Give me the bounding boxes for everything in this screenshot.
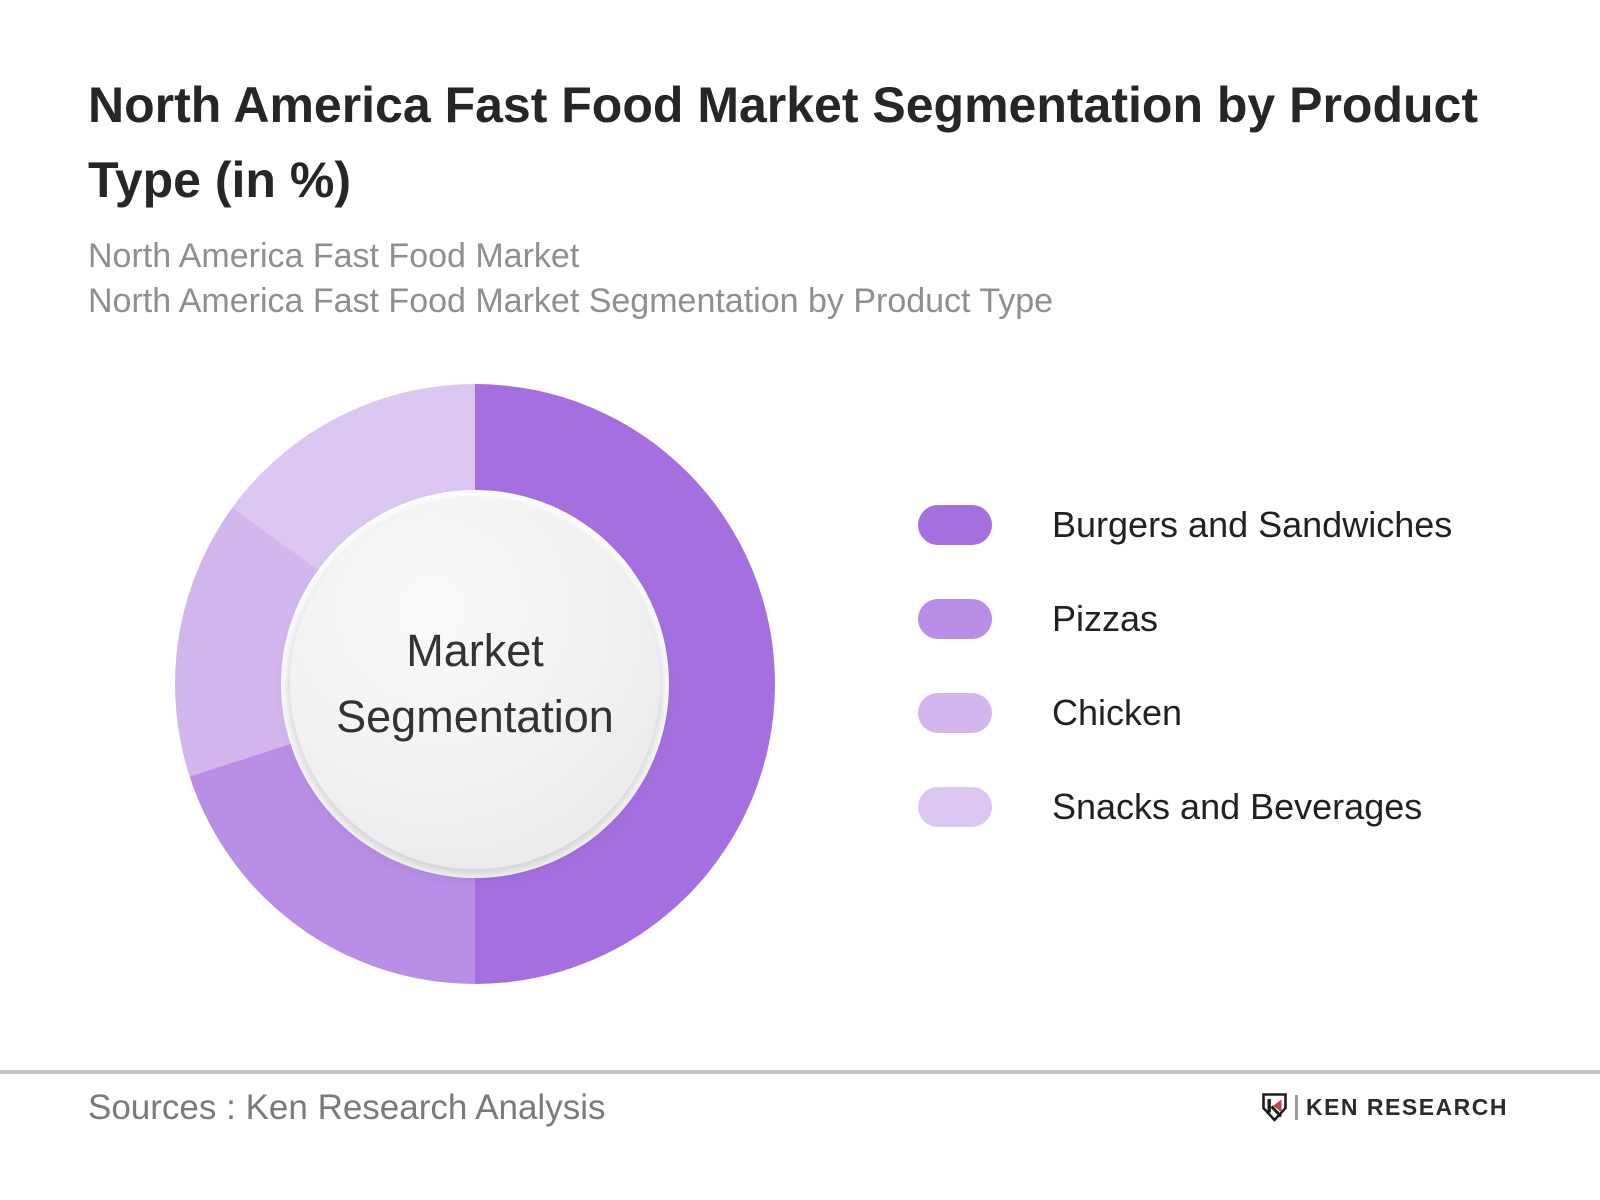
legend: Burgers and Sandwiches Pizzas Chicken Sn… xyxy=(918,504,1453,881)
legend-swatch-burgers xyxy=(918,505,992,545)
page-title-line2: Type (in %) xyxy=(88,152,351,208)
legend-row-pizzas: Pizzas xyxy=(918,598,1452,639)
logo-text: KEN RESEARCH xyxy=(1305,1093,1508,1120)
legend-swatch-snacks xyxy=(918,787,992,827)
sources-text: Sources : Ken Research Analysis xyxy=(88,1088,606,1127)
legend-label-snacks: Snacks and Beverages xyxy=(1052,786,1423,827)
legend-swatch-pizzas xyxy=(918,599,992,639)
legend-label-chicken: Chicken xyxy=(1052,692,1183,733)
legend-row-chicken: Chicken xyxy=(918,692,1452,733)
legend-label-burgers: Burgers and Sandwiches xyxy=(1052,504,1453,545)
logo-separator xyxy=(1294,1094,1298,1120)
subtitle-line1: North America Fast Food Market xyxy=(88,237,580,275)
legend-row-burgers: Burgers and Sandwiches xyxy=(918,504,1453,545)
page-title-line1: North America Fast Food Market Segmentat… xyxy=(88,77,1479,133)
legend-swatch-chicken xyxy=(918,693,992,733)
legend-label-pizzas: Pizzas xyxy=(1052,598,1159,639)
subtitle-line2: North America Fast Food Market Segmentat… xyxy=(88,282,1054,320)
donut-chart: Market Segmentation xyxy=(175,384,775,984)
donut-center-label-line1: Market xyxy=(406,625,544,676)
donut-hole: Market Segmentation xyxy=(281,490,669,878)
donut-center-circle: Market Segmentation xyxy=(290,499,660,869)
ken-research-shield-icon xyxy=(1261,1092,1288,1122)
footer-divider xyxy=(0,1070,1600,1074)
header: North America Fast Food Market Segmentat… xyxy=(88,68,1518,324)
legend-row-snacks: Snacks and Beverages xyxy=(918,786,1452,827)
donut-center-label-line2: Segmentation xyxy=(336,691,614,742)
subtitle-block: North America Fast Food Market North Ame… xyxy=(88,234,1518,324)
ken-research-logo: KEN RESEARCH xyxy=(1261,1092,1508,1122)
